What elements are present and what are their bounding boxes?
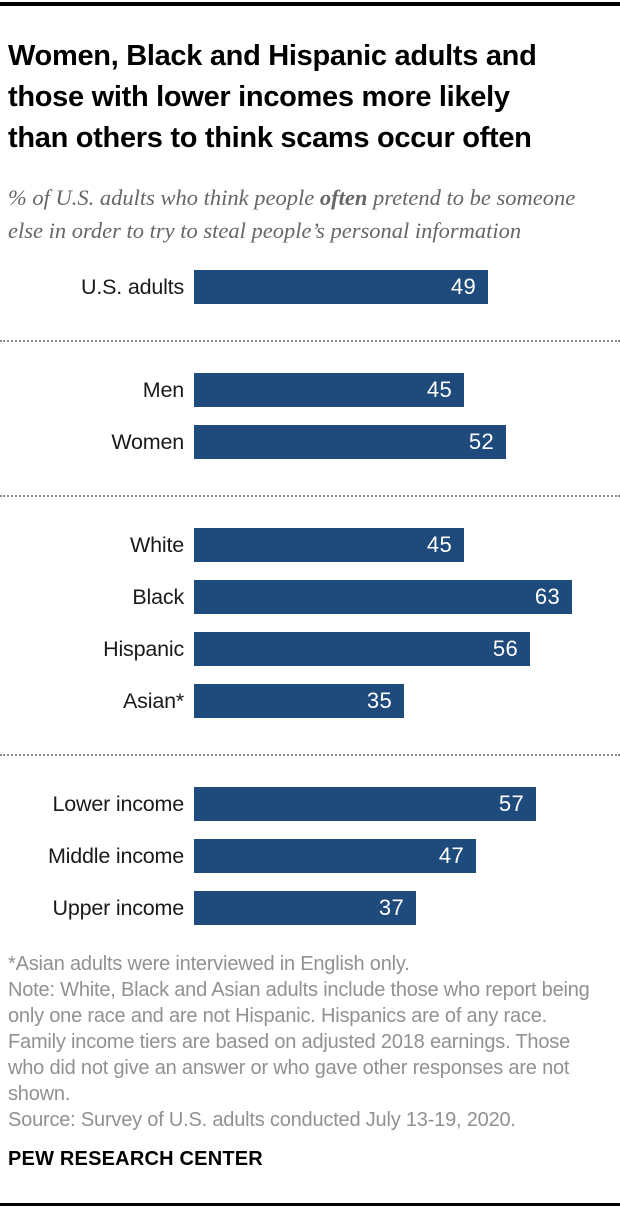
bar-row: U.S. adults 49 (8, 270, 606, 304)
subtitle-text: pretend to be someone else in order to t… (8, 185, 576, 243)
bar: 35 (194, 684, 404, 718)
category-label: Upper income (52, 895, 185, 920)
category-label: U.S. adults (81, 274, 184, 299)
category-label: Women (111, 429, 184, 454)
top-rule (0, 2, 620, 6)
footnote-line: *Asian adults were interviewed in Englis… (8, 953, 410, 975)
bottom-rule (0, 1203, 620, 1206)
bar: 56 (194, 632, 530, 666)
bar-row: Asian* 35 (8, 684, 606, 718)
value-label: 56 (492, 636, 518, 661)
bar-group-race-ethnicity: White 45 Black 63 Hispanic 56 Asian* 35 (8, 528, 606, 718)
chart-title-line: Women, Black and Hispanic adults and (8, 40, 537, 72)
bar: 47 (194, 839, 476, 873)
bar: 52 (194, 425, 506, 459)
chart-title-line: those with lower incomes more likely (8, 81, 510, 113)
bar-row: Upper income 37 (8, 891, 606, 925)
subtitle-text: % of U.S. adults who think people (8, 185, 320, 210)
bar-group-income: Lower income 57 Middle income 47 Upper incom… (8, 787, 606, 925)
bar: 63 (194, 580, 572, 614)
value-label: 52 (468, 429, 494, 454)
bar-row: White 45 (8, 528, 606, 562)
value-label: 35 (366, 688, 392, 713)
bar-row: Hispanic 56 (8, 632, 606, 666)
bar-row: Women 52 (8, 425, 606, 459)
chart-subtitle: % of U.S. adults who think people often … (8, 181, 606, 247)
chart-title-line: than others to think scams occur often (8, 122, 532, 154)
bar: 45 (194, 528, 464, 562)
footnote-line: Note: White, Black and Asian adults incl… (8, 979, 590, 1027)
bar-row: Lower income 57 (8, 787, 606, 821)
value-label: 49 (450, 274, 476, 299)
bar: 49 (194, 270, 488, 304)
value-label: 47 (438, 843, 464, 868)
footnote-line: Source: Survey of U.S. adults conducted … (8, 1109, 516, 1131)
category-label: Hispanic (103, 636, 184, 661)
chart-title: Women, Black and Hispanic adults and tho… (8, 36, 606, 159)
category-label: Asian* (123, 688, 184, 713)
category-label: Lower income (52, 791, 185, 816)
value-label: 45 (426, 532, 452, 557)
footnotes: *Asian adults were interviewed in Englis… (8, 951, 606, 1133)
category-label: Black (132, 584, 184, 609)
bar-group-gender: Men 45 Women 52 (8, 373, 606, 459)
value-label: 57 (498, 791, 524, 816)
brand-footer: PEW RESEARCH CENTER (8, 1148, 263, 1170)
footnote-line: Family income tiers are based on adjuste… (8, 1031, 571, 1105)
value-label: 37 (378, 895, 404, 920)
group-separator (0, 495, 620, 497)
bar-row: Black 63 (8, 580, 606, 614)
bar-row: Men 45 (8, 373, 606, 407)
category-label: Middle income (47, 843, 184, 868)
category-label: Men (142, 377, 184, 402)
group-separator (0, 754, 620, 756)
bar-row: Middle income 47 (8, 839, 606, 873)
bar: 45 (194, 373, 464, 407)
group-separator (0, 340, 620, 342)
category-label: White (130, 532, 184, 557)
bar-group-overall: U.S. adults 49 (8, 270, 606, 304)
horizontal-bar-chart: U.S. adults 49 Men 45 Women 52 White 45 Black 63 H… (0, 270, 620, 925)
bar: 37 (194, 891, 416, 925)
value-label: 63 (534, 584, 560, 609)
card-content: Women, Black and Hispanic adults and tho… (0, 36, 620, 1170)
value-label: 45 (426, 377, 452, 402)
subtitle-emphasis: often (319, 185, 368, 210)
bar: 57 (194, 787, 536, 821)
